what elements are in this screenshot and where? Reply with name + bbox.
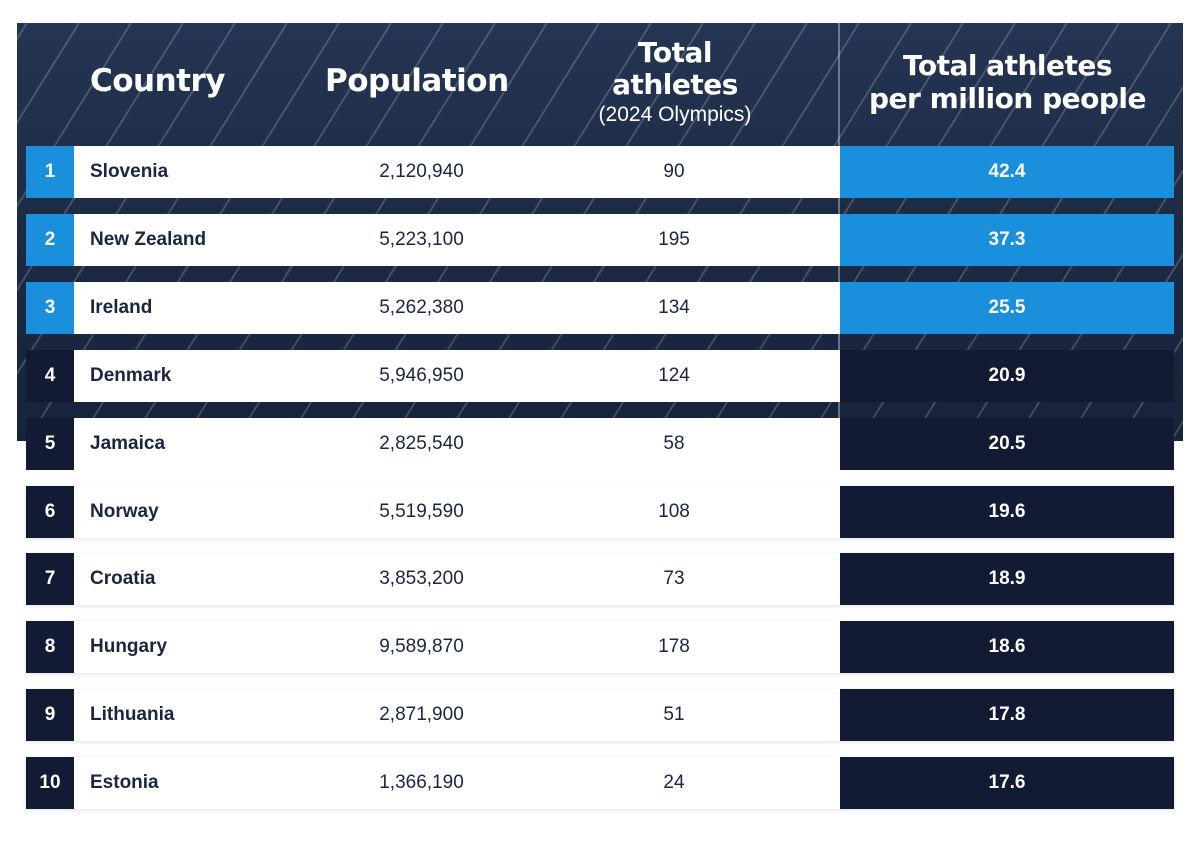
table-row: 9 Lithuania 2,871,900 51 17.8 xyxy=(26,689,1174,741)
athletes-cell: 134 xyxy=(658,297,690,318)
table-row: 5 Jamaica 2,825,540 58 20.5 xyxy=(26,418,1174,470)
rank-cell: 5 xyxy=(26,418,74,470)
athletes-cell: 51 xyxy=(663,704,685,725)
population-cell: 2,120,940 xyxy=(379,161,464,182)
athletes-cell: 195 xyxy=(658,229,690,250)
country-cell: Croatia xyxy=(90,568,156,589)
row-main: New Zealand 5,223,100 195 xyxy=(74,214,840,266)
country-cell: Hungary xyxy=(90,636,168,657)
header-total-line2: athletes xyxy=(612,68,738,101)
athletes-cell: 108 xyxy=(658,501,690,522)
population-cell: 2,871,900 xyxy=(379,704,464,725)
athletes-cell: 124 xyxy=(658,365,690,386)
population-cell: 5,519,590 xyxy=(379,501,464,522)
header-per-line2: per million people xyxy=(869,82,1146,115)
rank-cell: 6 xyxy=(26,486,74,538)
table-row: 7 Croatia 3,853,200 73 18.9 xyxy=(26,553,1174,605)
population-cell: 2,825,540 xyxy=(379,433,464,454)
per-million-cell: 18.6 xyxy=(840,621,1174,673)
track-lane-line xyxy=(17,23,80,125)
rank-cell: 4 xyxy=(26,350,74,402)
rank-cell: 10 xyxy=(26,757,74,809)
country-cell: Ireland xyxy=(90,297,153,318)
track-lane-line xyxy=(17,23,132,209)
athletes-cell: 73 xyxy=(663,568,685,589)
population-cell: 1,366,190 xyxy=(379,772,464,793)
per-million-cell: 37.3 xyxy=(840,214,1174,266)
row-main: Slovenia 2,120,940 90 xyxy=(74,146,840,198)
country-cell: Norway xyxy=(90,501,159,522)
per-million-cell: 20.5 xyxy=(840,418,1174,470)
table-row: 8 Hungary 9,589,870 178 18.6 xyxy=(26,621,1174,673)
row-main: Hungary 9,589,870 178 xyxy=(74,621,840,673)
per-million-cell: 18.9 xyxy=(840,553,1174,605)
athletes-cell: 178 xyxy=(658,636,690,657)
country-cell: New Zealand xyxy=(90,229,207,250)
rank-cell: 1 xyxy=(26,146,74,198)
population-cell: 3,853,200 xyxy=(379,568,464,589)
country-cell: Denmark xyxy=(90,365,172,386)
row-main: Croatia 3,853,200 73 xyxy=(74,553,840,605)
country-cell: Lithuania xyxy=(90,704,175,725)
rank-cell: 8 xyxy=(26,621,74,673)
table-row: 1 Slovenia 2,120,940 90 42.4 xyxy=(26,146,1174,198)
row-main: Estonia 1,366,190 24 xyxy=(74,757,840,809)
table-row: 6 Norway 5,519,590 108 19.6 xyxy=(26,486,1174,538)
athletes-cell: 58 xyxy=(663,433,685,454)
row-main: Ireland 5,262,380 134 xyxy=(74,282,840,334)
row-main: Norway 5,519,590 108 xyxy=(74,486,840,538)
country-cell: Estonia xyxy=(90,772,159,793)
athletes-cell: 24 xyxy=(663,772,685,793)
header-population: Population xyxy=(325,63,509,99)
rank-cell: 3 xyxy=(26,282,74,334)
header-total-athletes: Total athletes xyxy=(555,37,795,101)
header-total-line1: Total xyxy=(638,36,713,69)
per-million-cell: 20.9 xyxy=(840,350,1174,402)
population-cell: 5,223,100 xyxy=(379,229,464,250)
header-country: Country xyxy=(90,63,226,99)
rank-cell: 2 xyxy=(26,214,74,266)
population-cell: 9,589,870 xyxy=(379,636,464,657)
per-million-cell: 17.8 xyxy=(840,689,1174,741)
table-row: 10 Estonia 1,366,190 24 17.6 xyxy=(26,757,1174,809)
rank-cell: 9 xyxy=(26,689,74,741)
row-main: Lithuania 2,871,900 51 xyxy=(74,689,840,741)
per-million-cell: 42.4 xyxy=(840,146,1174,198)
country-cell: Jamaica xyxy=(90,433,166,454)
table-row: 3 Ireland 5,262,380 134 25.5 xyxy=(26,282,1174,334)
header-per-line1: Total athletes xyxy=(902,49,1113,82)
table-row: 4 Denmark 5,946,950 124 20.9 xyxy=(26,350,1174,402)
table-row: 2 New Zealand 5,223,100 195 37.3 xyxy=(26,214,1174,266)
per-million-cell: 19.6 xyxy=(840,486,1174,538)
athletes-cell: 90 xyxy=(663,161,685,182)
per-million-cell: 17.6 xyxy=(840,757,1174,809)
population-cell: 5,946,950 xyxy=(379,365,464,386)
row-main: Jamaica 2,825,540 58 xyxy=(74,418,840,470)
population-cell: 5,262,380 xyxy=(379,297,464,318)
rank-cell: 7 xyxy=(26,553,74,605)
table-header: Country Population Total athletes (2024 … xyxy=(0,23,1200,143)
country-cell: Slovenia xyxy=(90,161,169,182)
row-main: Denmark 5,946,950 124 xyxy=(74,350,840,402)
header-per-million: Total athletes per million people xyxy=(840,49,1175,115)
per-million-cell: 25.5 xyxy=(840,282,1174,334)
header-total-subtitle: (2024 Olympics) xyxy=(598,103,752,126)
